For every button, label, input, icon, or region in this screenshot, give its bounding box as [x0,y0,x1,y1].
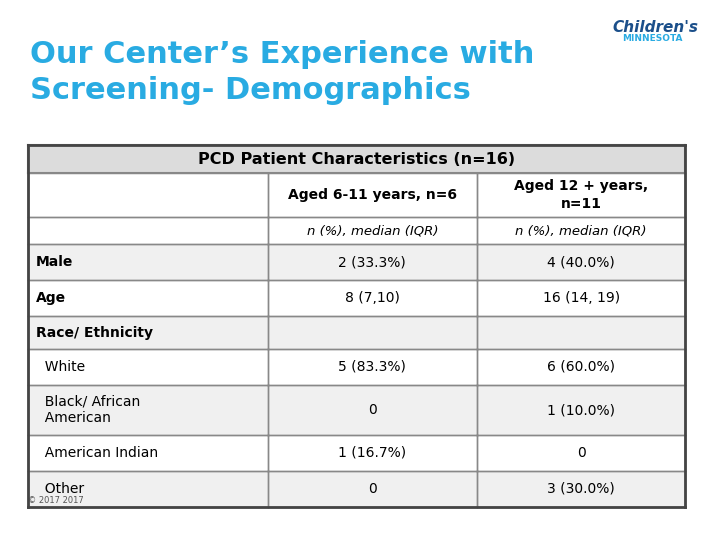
Bar [477,244,685,280]
Bar [477,349,685,385]
Bar [268,435,477,471]
Bar [268,385,477,435]
Text: Aged 12 + years,
n=11: Aged 12 + years, n=11 [514,179,648,211]
Bar [268,217,477,244]
Bar [28,316,268,349]
Bar [268,280,477,316]
Bar [477,385,685,435]
Text: 2 (33.3%): 2 (33.3%) [338,255,406,269]
Text: 1 (10.0%): 1 (10.0%) [547,403,615,417]
Bar [28,435,268,471]
Text: 1 (16.7%): 1 (16.7%) [338,446,406,460]
Bar [28,385,268,435]
Text: Race/ Ethnicity: Race/ Ethnicity [36,326,153,340]
Bar [268,316,477,349]
Text: Black/ African
  American: Black/ African American [36,395,140,426]
Bar [28,280,268,316]
Text: n (%), median (IQR): n (%), median (IQR) [516,224,647,237]
Text: 0: 0 [368,482,377,496]
Text: American Indian: American Indian [36,446,158,460]
Bar [268,173,477,217]
Text: MINNESOTA: MINNESOTA [622,34,683,43]
Bar [28,349,268,385]
Bar [28,145,685,173]
Bar [477,471,685,507]
Bar [477,316,685,349]
Text: 0: 0 [577,446,585,460]
Text: 0: 0 [368,403,377,417]
Bar [477,217,685,244]
Bar [477,435,685,471]
Text: 3 (30.0%): 3 (30.0%) [547,482,615,496]
Bar [28,471,268,507]
Bar [28,173,268,217]
Bar [477,173,685,217]
Text: PCD Patient Characteristics (n=16): PCD Patient Characteristics (n=16) [198,152,515,166]
Text: 5 (83.3%): 5 (83.3%) [338,360,406,374]
Text: Aged 6-11 years, n=6: Aged 6-11 years, n=6 [288,188,456,202]
Bar [28,217,268,244]
Text: Our Center’s Experience with
Screening- Demographics: Our Center’s Experience with Screening- … [30,40,534,105]
Text: 16 (14, 19): 16 (14, 19) [543,291,620,305]
Text: n (%), median (IQR): n (%), median (IQR) [307,224,438,237]
Text: Age: Age [36,291,66,305]
Text: Children's: Children's [612,20,698,35]
Bar [268,244,477,280]
Text: 6 (60.0%): 6 (60.0%) [547,360,615,374]
Bar [268,471,477,507]
Text: © 2017 2017: © 2017 2017 [28,496,84,505]
Text: 4 (40.0%): 4 (40.0%) [547,255,615,269]
Bar [268,349,477,385]
Text: Male: Male [36,255,73,269]
Text: 8 (7,10): 8 (7,10) [345,291,400,305]
Bar [28,244,268,280]
Bar [477,280,685,316]
Text: White: White [36,360,85,374]
Text: Other: Other [36,482,84,496]
